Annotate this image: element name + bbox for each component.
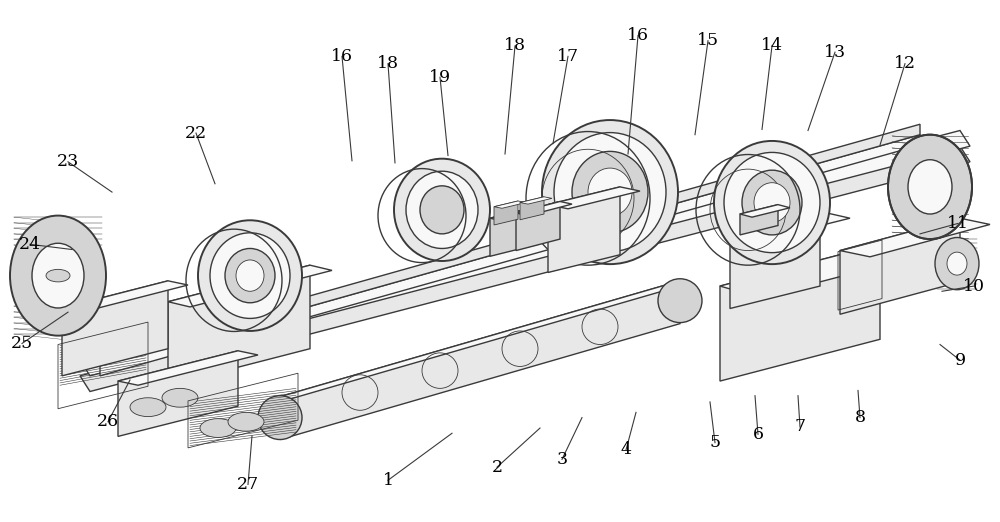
Polygon shape <box>520 197 552 204</box>
Ellipse shape <box>420 186 464 234</box>
Polygon shape <box>168 265 310 385</box>
Text: 18: 18 <box>377 55 399 72</box>
Polygon shape <box>280 281 680 402</box>
Polygon shape <box>740 205 790 217</box>
Polygon shape <box>548 187 620 272</box>
Polygon shape <box>494 201 526 208</box>
Polygon shape <box>200 251 258 290</box>
Text: 11: 11 <box>947 215 969 232</box>
Polygon shape <box>62 281 168 376</box>
Text: 23: 23 <box>57 153 79 170</box>
Ellipse shape <box>236 260 264 291</box>
Ellipse shape <box>742 170 802 235</box>
Text: 14: 14 <box>761 38 783 54</box>
Ellipse shape <box>225 248 275 303</box>
Ellipse shape <box>754 183 790 222</box>
Polygon shape <box>516 201 572 216</box>
Ellipse shape <box>714 141 830 264</box>
Ellipse shape <box>542 120 678 264</box>
Text: 27: 27 <box>237 476 259 493</box>
Text: 5: 5 <box>709 434 721 451</box>
Polygon shape <box>118 351 238 436</box>
Text: 18: 18 <box>504 38 526 54</box>
Ellipse shape <box>572 151 648 233</box>
Ellipse shape <box>198 220 302 331</box>
Polygon shape <box>840 218 960 314</box>
Polygon shape <box>80 146 970 392</box>
Polygon shape <box>490 206 550 221</box>
Ellipse shape <box>210 233 290 318</box>
Text: 4: 4 <box>620 442 632 458</box>
Text: 3: 3 <box>556 451 568 468</box>
Ellipse shape <box>724 152 820 253</box>
Text: 9: 9 <box>954 352 966 369</box>
Ellipse shape <box>10 216 106 336</box>
Text: 12: 12 <box>894 55 916 72</box>
Text: 1: 1 <box>382 472 394 489</box>
Polygon shape <box>730 211 820 309</box>
Ellipse shape <box>394 159 490 261</box>
Ellipse shape <box>554 133 666 252</box>
Text: 15: 15 <box>697 32 719 49</box>
Polygon shape <box>490 206 538 256</box>
Text: 6: 6 <box>753 426 764 443</box>
Polygon shape <box>168 265 332 307</box>
Ellipse shape <box>935 238 979 290</box>
Polygon shape <box>520 197 544 220</box>
Text: 22: 22 <box>185 125 207 141</box>
Polygon shape <box>200 251 270 268</box>
Polygon shape <box>100 135 920 376</box>
Text: 16: 16 <box>331 48 353 65</box>
Ellipse shape <box>588 168 632 216</box>
Polygon shape <box>80 130 970 376</box>
Polygon shape <box>100 124 920 365</box>
Polygon shape <box>548 187 640 209</box>
Text: 8: 8 <box>854 409 866 426</box>
Text: 7: 7 <box>794 419 806 435</box>
Ellipse shape <box>162 388 198 407</box>
Text: 13: 13 <box>824 44 846 61</box>
Polygon shape <box>720 244 920 298</box>
Ellipse shape <box>258 396 302 440</box>
Polygon shape <box>730 211 850 241</box>
Ellipse shape <box>200 419 236 437</box>
Polygon shape <box>740 205 778 235</box>
Ellipse shape <box>888 135 972 239</box>
Polygon shape <box>516 201 560 251</box>
Text: 17: 17 <box>557 48 579 65</box>
Ellipse shape <box>130 398 166 417</box>
Ellipse shape <box>658 279 702 323</box>
Ellipse shape <box>46 269 70 282</box>
Ellipse shape <box>228 412 264 431</box>
Ellipse shape <box>406 171 478 248</box>
Polygon shape <box>62 281 188 312</box>
Polygon shape <box>720 244 880 381</box>
Polygon shape <box>118 351 258 385</box>
Polygon shape <box>494 201 518 225</box>
Text: 26: 26 <box>97 413 119 430</box>
Text: 2: 2 <box>491 459 503 476</box>
Polygon shape <box>840 218 990 257</box>
Text: 10: 10 <box>963 278 985 294</box>
Ellipse shape <box>32 243 84 308</box>
Ellipse shape <box>908 160 952 214</box>
Text: 24: 24 <box>19 236 41 253</box>
Text: 16: 16 <box>627 27 649 44</box>
Text: 19: 19 <box>429 69 451 86</box>
Text: 25: 25 <box>11 335 33 352</box>
Ellipse shape <box>947 252 967 275</box>
Polygon shape <box>280 281 680 440</box>
